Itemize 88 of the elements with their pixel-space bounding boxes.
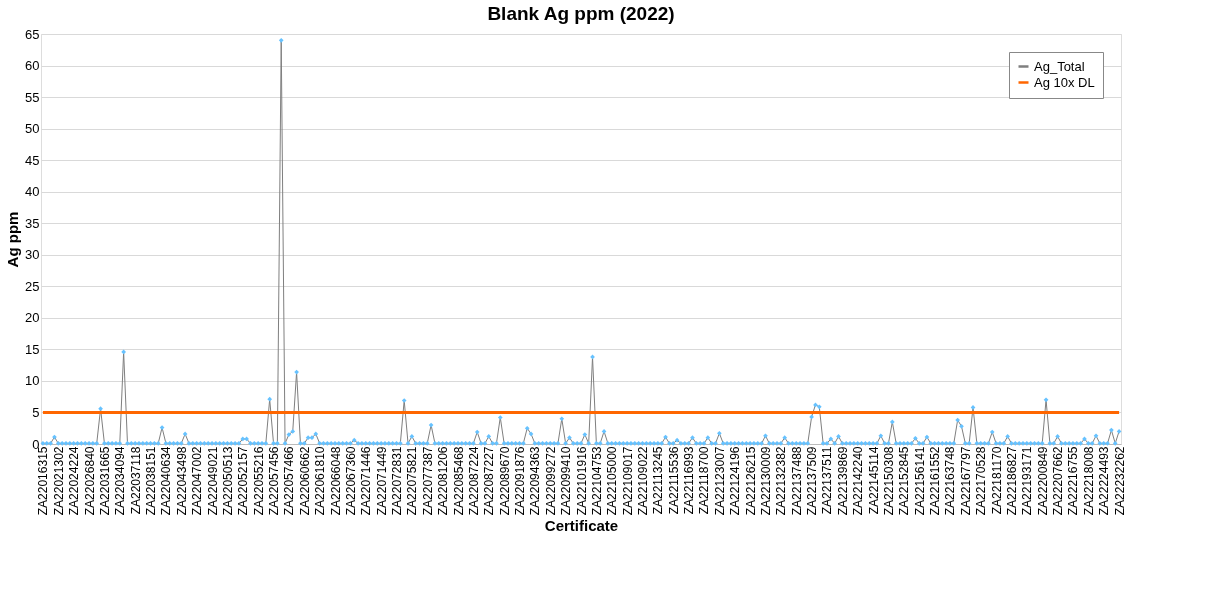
x-tick-label: ZA22072831	[390, 446, 405, 516]
x-tick-label: ZA22031665	[97, 446, 112, 516]
x-tick-label: ZA22167797	[958, 446, 973, 516]
x-tick-label: ZA22087227	[482, 446, 497, 516]
y-tick-label: 10	[25, 373, 40, 389]
x-tick-label: ZA22024224	[67, 446, 82, 516]
x-tick-label: ZA22038151	[144, 446, 159, 516]
x-tick-label: ZA22152845	[897, 446, 912, 516]
x-axis-title: Certificate	[544, 517, 619, 535]
x-tick-label: ZA22043498	[174, 446, 189, 516]
y-axis-title: Ag ppm	[4, 211, 22, 268]
x-tick-label: ZA22050513	[220, 446, 235, 516]
x-tick-label: ZA22057456	[267, 446, 282, 516]
x-tick-label: ZA22105000	[605, 446, 620, 516]
y-tick-label: 40	[25, 184, 40, 200]
y-tick-label: 5	[32, 404, 40, 420]
x-tick-label: ZA22207662	[1051, 446, 1066, 516]
x-tick-label: ZA22037118	[128, 446, 143, 515]
x-tick-label: ZA22061810	[313, 446, 328, 516]
x-tick-label: ZA22109022	[635, 446, 650, 516]
x-tick-label: ZA22115536	[666, 446, 681, 515]
x-tick-label: ZA22040634	[159, 446, 174, 516]
x-tick-label: ZA22224493	[1097, 446, 1112, 516]
y-tick-label: 45	[25, 152, 40, 168]
x-tick-label: ZA22067360	[343, 446, 358, 516]
x-tick-label: ZA22099410	[559, 446, 574, 516]
x-tick-label: ZA22052157	[236, 446, 251, 516]
x-tick-label: ZA22137488	[789, 446, 804, 516]
x-tick-label: ZA22026840	[82, 446, 97, 516]
x-tick-label: ZA22170528	[974, 446, 989, 516]
x-tick-label: ZA22101916	[574, 446, 589, 516]
x-tick-label: ZA22066048	[328, 446, 343, 516]
x-tick-label: ZA22071449	[374, 446, 389, 516]
x-tick-label: ZA22060662	[297, 446, 312, 516]
y-tick-label: 25	[25, 278, 40, 294]
x-tick-label: ZA22109017	[620, 446, 635, 516]
x-tick-label: ZA22137511	[820, 446, 835, 515]
x-tick-label: ZA22150308	[881, 446, 896, 516]
x-tick-label: ZA22145114	[866, 446, 881, 515]
x-tick-label: ZA22116993	[682, 446, 697, 515]
x-tick-label: ZA22200849	[1035, 446, 1050, 516]
y-tick-label: 20	[25, 310, 40, 326]
x-tick-label: ZA22075821	[405, 446, 420, 516]
y-tick-label: 30	[25, 247, 40, 263]
y-tick-label: 65	[25, 26, 40, 42]
x-tick-label: ZA22049021	[205, 446, 220, 516]
x-tick-label: ZA22104753	[589, 446, 604, 516]
x-tick-label: ZA22085468	[451, 446, 466, 516]
x-tick-label: ZA22055216	[251, 446, 266, 516]
x-tick-label: ZA22118700	[697, 446, 712, 515]
x-tick-label: ZA22081206	[436, 446, 451, 516]
x-tick-label: ZA22087224	[466, 446, 481, 516]
x-tick-label: ZA22142240	[851, 446, 866, 516]
x-tick-label: ZA22091876	[513, 446, 528, 516]
x-tick-label: ZA22094363	[528, 446, 543, 516]
x-tick-label: ZA22047002	[190, 446, 205, 516]
chart-title: Blank Ag ppm (2022)	[487, 3, 675, 24]
x-tick-label: ZA22057466	[282, 446, 297, 516]
y-tick-label: 35	[25, 215, 40, 231]
y-tick-label: 50	[25, 121, 40, 137]
x-tick-label: ZA22181170	[989, 446, 1004, 515]
x-tick-label: ZA22218008	[1081, 446, 1096, 516]
x-tick-label: ZA22034094	[113, 446, 128, 516]
x-tick-label: ZA22021302	[51, 446, 66, 516]
y-tick-label: 15	[25, 341, 40, 357]
x-tick-label: ZA22099272	[543, 446, 558, 516]
y-tick-label: 60	[25, 58, 40, 74]
legend-label: Ag 10x DL	[1034, 74, 1095, 90]
x-tick-label: ZA22137509	[805, 446, 820, 516]
x-tick-label: ZA22156141	[912, 446, 927, 516]
x-tick-label: ZA22077387	[420, 446, 435, 516]
x-tick-label: ZA22216755	[1066, 446, 1081, 516]
x-tick-label: ZA22123007	[712, 446, 727, 516]
x-tick-label: ZA22132382	[774, 446, 789, 516]
y-tick-label: 55	[25, 89, 40, 105]
legend-label: Ag_Total	[1034, 58, 1085, 74]
x-tick-label: ZA22186827	[1004, 446, 1019, 516]
x-tick-label: ZA22232262	[1112, 446, 1127, 516]
x-tick-label: ZA22089670	[497, 446, 512, 516]
x-tick-label: ZA22126215	[743, 446, 758, 516]
x-tick-label: ZA22193171	[1020, 446, 1035, 516]
x-tick-label: ZA22130009	[758, 446, 773, 516]
x-tick-label: ZA22163748	[943, 446, 958, 516]
x-tick-label: ZA22113245	[651, 446, 666, 515]
x-tick-label: ZA22161552	[928, 446, 943, 516]
x-tick-label: ZA22139869	[835, 446, 850, 516]
x-tick-label: ZA22124196	[728, 446, 743, 516]
x-tick-label: ZA22071446	[359, 446, 374, 516]
